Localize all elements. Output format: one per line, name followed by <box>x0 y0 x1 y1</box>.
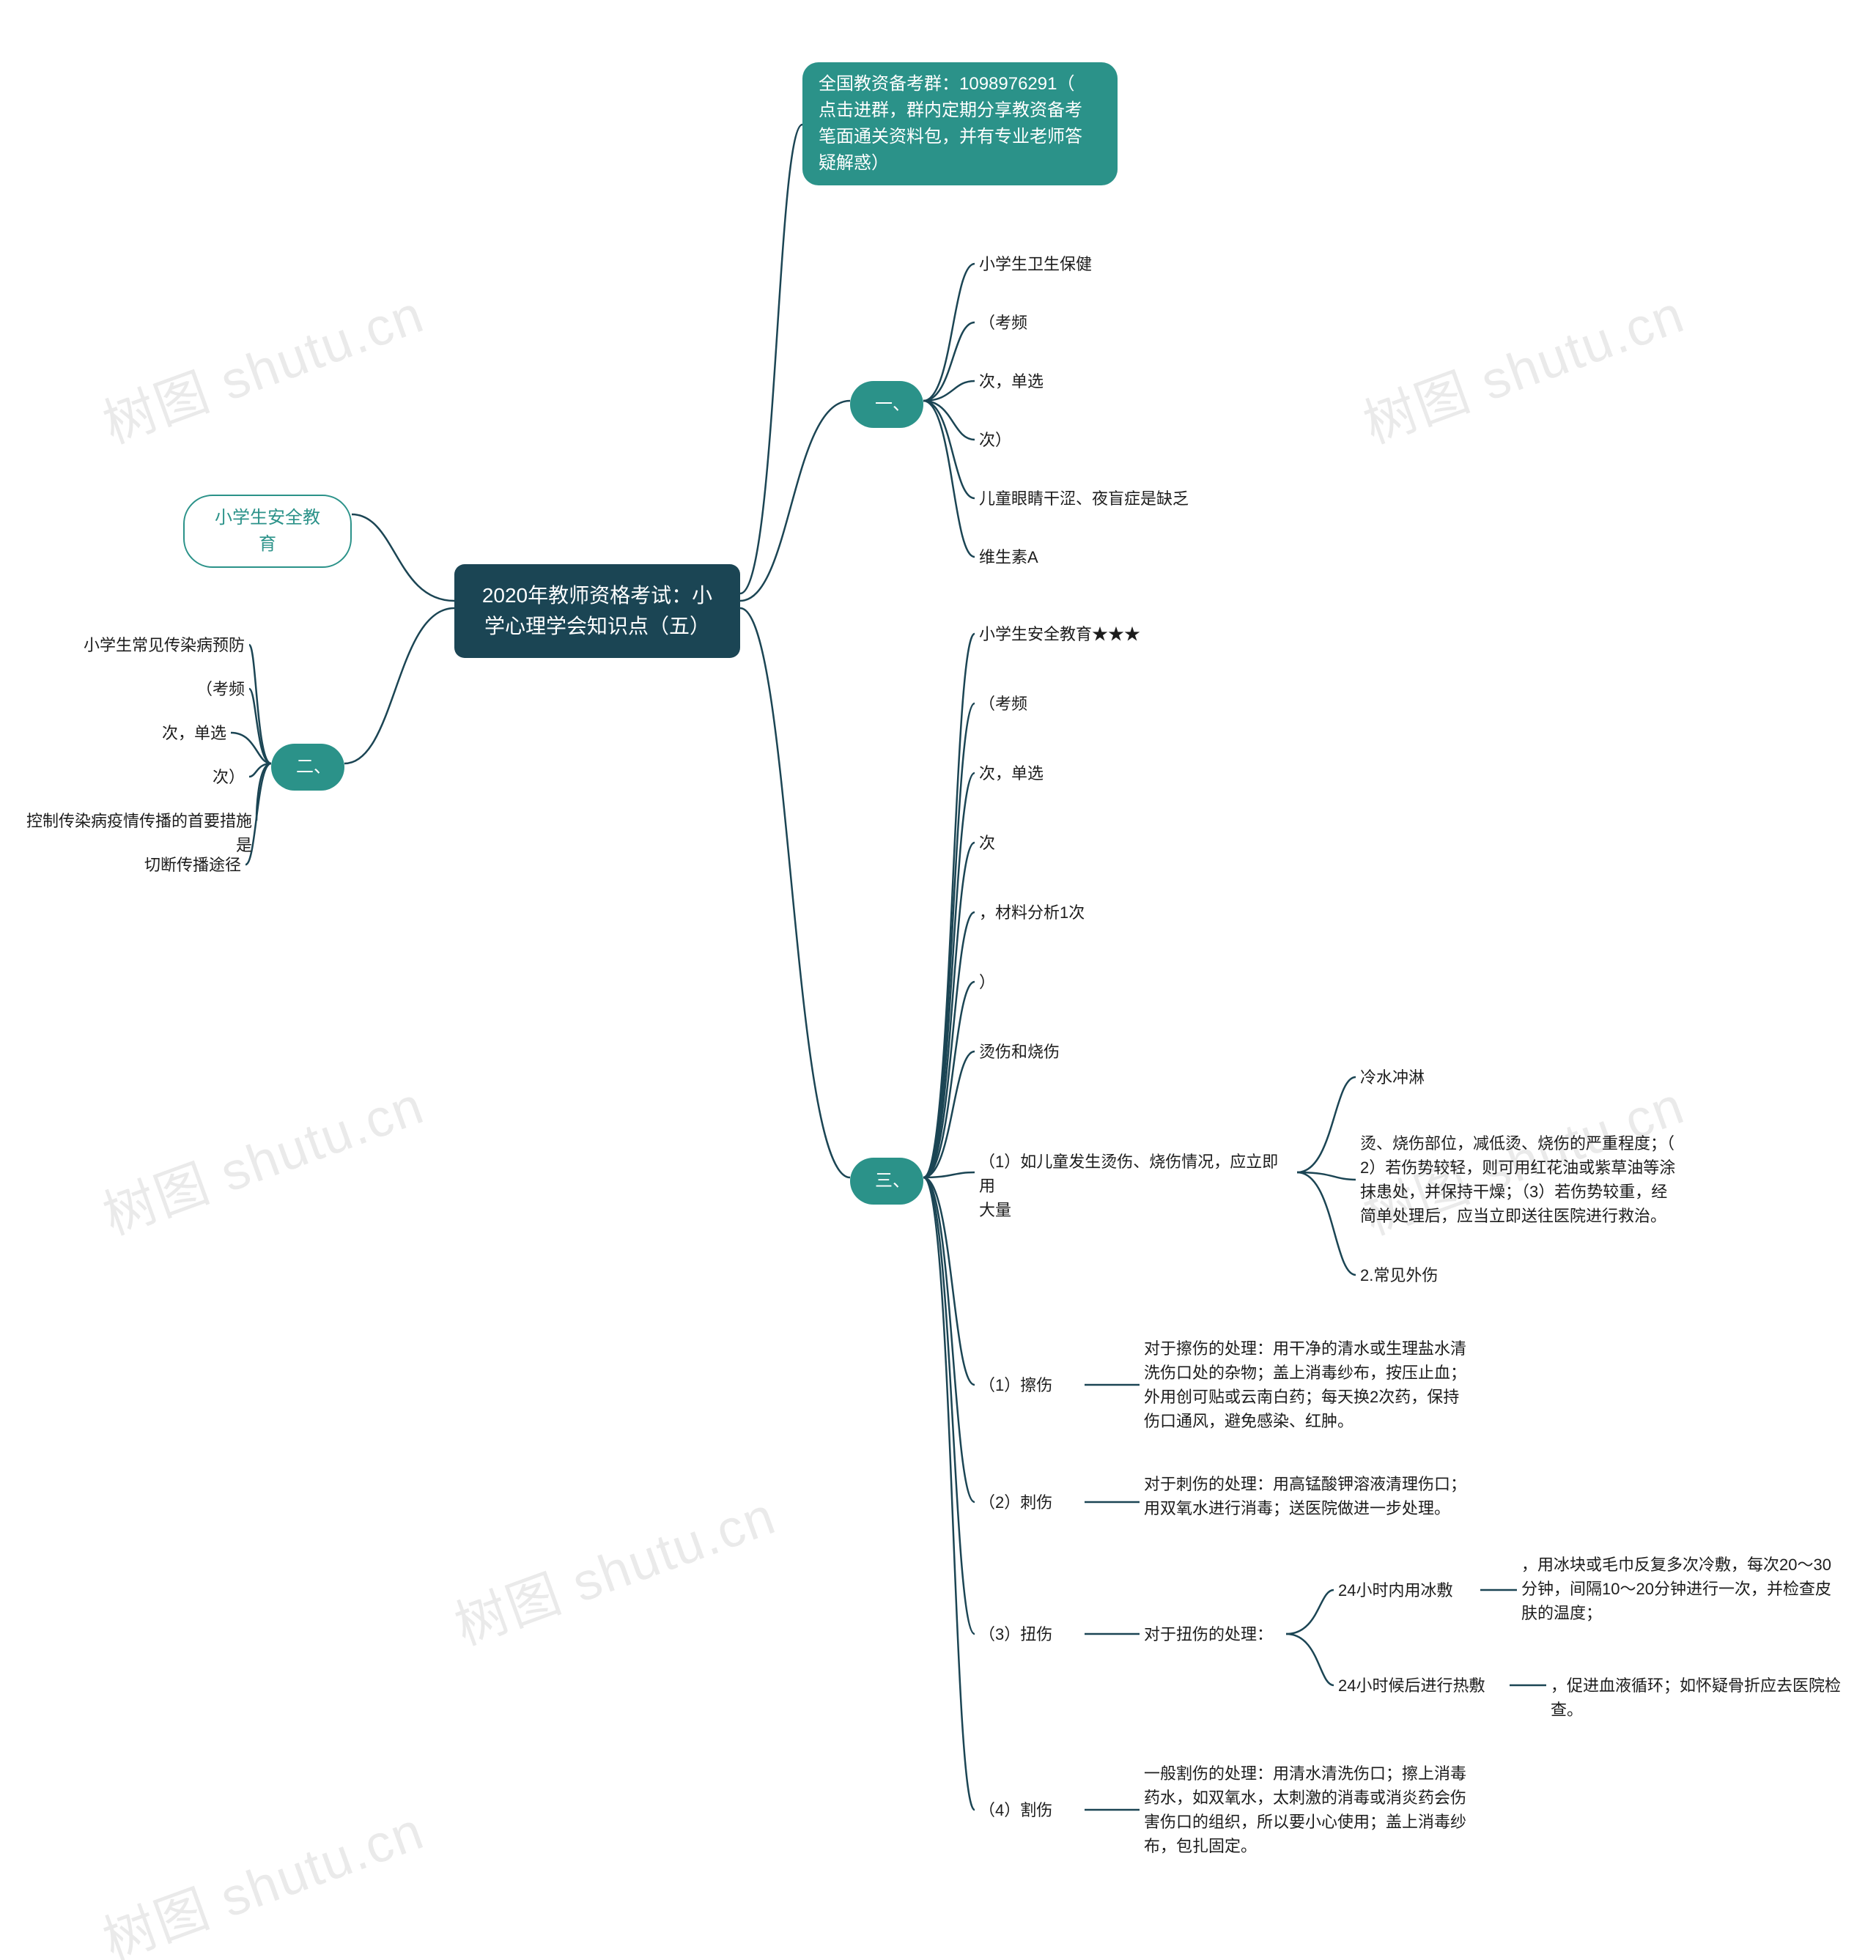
watermark: 树图 shutu.cn <box>91 1062 432 1249</box>
leaf: 一般割伤的处理：用清水清洗伤口；擦上消毒 药水，如双氧水，太刺激的消毒或消炎药会… <box>1140 1759 1477 1861</box>
section-3[interactable]: 三、 <box>850 1158 923 1205</box>
leaf: 对于擦伤的处理：用干净的清水或生理盐水清 洗伤口处的杂物；盖上消毒纱布，按压止血… <box>1140 1334 1477 1436</box>
watermark: 树图 shutu.cn <box>91 1788 432 1960</box>
leaf: 对于扭伤的处理： <box>1140 1619 1277 1649</box>
section-2[interactable]: 二、 <box>271 744 344 791</box>
leaf: 对于刺伤的处理：用高锰酸钾溶液清理伤口； 用双氧水进行消毒；送医院做进一步处理。 <box>1140 1469 1477 1523</box>
leaf: （4）割伤 <box>975 1795 1057 1825</box>
leaf: ，材料分析1次 <box>975 898 1089 928</box>
leaf: 次，单选 <box>143 718 231 748</box>
leaf: 24小时内用冰敷 <box>1334 1575 1457 1605</box>
leaf: （3）扭伤 <box>975 1619 1057 1649</box>
leaf: 烫伤和烧伤 <box>975 1037 1064 1067</box>
leaf: 维生素A <box>975 542 1043 572</box>
leaf: 小学生卫生保健 <box>975 249 1096 279</box>
leaf: 小学生常见传染病预防 <box>59 630 249 660</box>
leaf: （2）刺伤 <box>975 1487 1057 1517</box>
edge-layer <box>0 0 1876 1960</box>
leaf: 次，单选 <box>975 758 1048 788</box>
leaf: 2.常见外伤 <box>1356 1260 1442 1290</box>
root-node[interactable]: 2020年教师资格考试：小 学心理学会知识点（五） <box>454 564 740 658</box>
watermark: 树图 shutu.cn <box>1351 271 1693 458</box>
watermark: 树图 shutu.cn <box>443 1473 784 1660</box>
leaf: 次，单选 <box>975 366 1048 396</box>
section-1[interactable]: 一、 <box>850 381 923 428</box>
leaf: （1）如儿童发生烫伤、烧伤情况，应立即用 大量 <box>975 1147 1297 1225</box>
leaf: 次） <box>183 762 249 792</box>
leaf: （考频 <box>161 674 249 704</box>
leaf: 烫、烧伤部位，减低烫、烧伤的严重程度；（ 2）若伤势较轻，则可用红花油或紫草油等… <box>1356 1128 1693 1231</box>
leaf: 儿童眼睛干涩、夜盲症是缺乏 <box>975 484 1193 514</box>
leaf: （考频 <box>975 689 1032 719</box>
leaf: 次 <box>975 828 1000 858</box>
leaf: ，促进血液循环；如怀疑骨折应去医院检查。 <box>1546 1671 1876 1725</box>
leaf: 切断传播途径 <box>128 850 245 880</box>
leaf: 次） <box>975 425 1016 455</box>
leaf: （考频 <box>975 308 1032 338</box>
leaf: 24小时候后进行热敷 <box>1334 1671 1489 1701</box>
leaf: ，用冰块或毛巾反复多次冷敷，每次20～30 分钟，间隔10～20分钟进行一次，并… <box>1517 1550 1847 1628</box>
leaf: 冷水冲淋 <box>1356 1062 1429 1092</box>
left-header[interactable]: 小学生安全教育 <box>183 495 352 568</box>
leaf: ） <box>975 967 1000 997</box>
mindmap-canvas: 树图 shutu.cn 树图 shutu.cn 树图 shutu.cn 树图 s… <box>0 0 1876 1960</box>
leaf: （1）擦伤 <box>975 1370 1057 1400</box>
leaf: 小学生安全教育★★★ <box>975 619 1145 649</box>
watermark: 树图 shutu.cn <box>91 271 432 458</box>
top-info-box[interactable]: 全国教资备考群：1098976291（ 点击进群，群内定期分享教资备考 笔面通关… <box>802 62 1118 185</box>
